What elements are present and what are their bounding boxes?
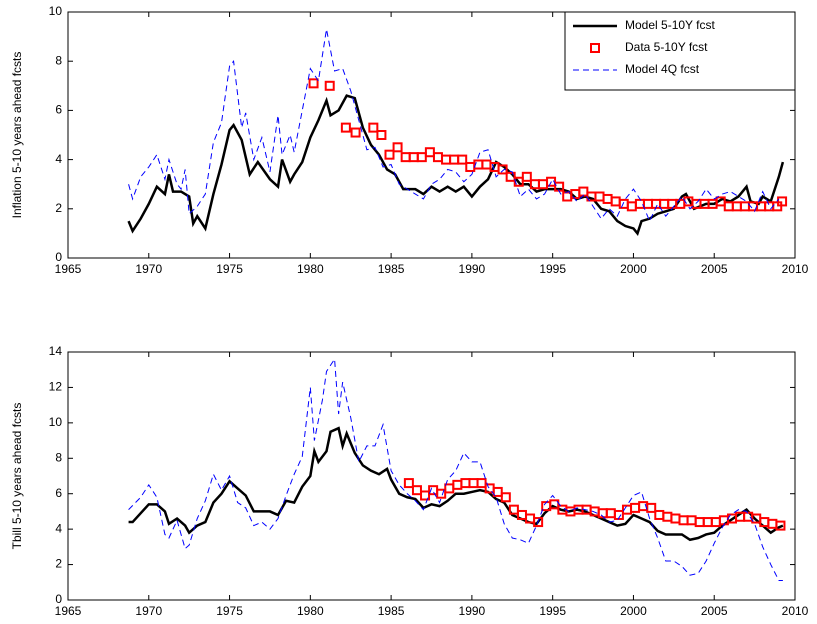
x-tick-label: 1970 — [135, 604, 162, 618]
x-tick-label: 2000 — [620, 262, 647, 276]
data-marker — [308, 78, 319, 89]
data-marker — [376, 130, 387, 140]
data-marker — [476, 478, 487, 489]
data-marker — [777, 196, 788, 207]
x-tick-label: 1970 — [135, 262, 162, 276]
y-tick-label: 2 — [55, 557, 62, 571]
x-tick-label: 1995 — [539, 262, 566, 276]
x-tick-label: 1995 — [539, 604, 566, 618]
data-marker — [340, 122, 351, 133]
data-marker — [384, 149, 395, 160]
data-marker — [497, 164, 508, 175]
y-tick-label: 8 — [55, 450, 62, 464]
legend-label: Data 5-10Y fcst — [625, 40, 708, 54]
x-tick-label: 1965 — [55, 262, 82, 276]
x-tick-label: 2010 — [782, 262, 809, 276]
x-tick-label: 1990 — [459, 604, 486, 618]
data-marker — [420, 490, 431, 501]
data-marker — [775, 520, 786, 531]
y-tick-label: 8 — [55, 53, 62, 67]
data-marker — [508, 504, 519, 515]
x-tick-label: 1980 — [297, 262, 324, 276]
legend-marker — [590, 43, 600, 53]
plot-area — [68, 352, 795, 600]
y-tick-label: 4 — [55, 152, 62, 166]
legend-label: Model 5-10Y fcst — [625, 18, 715, 32]
axes-box — [67, 11, 796, 259]
x-tick-label: 1985 — [378, 604, 405, 618]
dashed-line — [128, 29, 780, 223]
x-tick-label: 1985 — [378, 262, 405, 276]
x-tick-label: 1975 — [216, 262, 243, 276]
data-marker — [500, 492, 511, 503]
y-tick-label: 10 — [49, 415, 63, 429]
data-marker — [549, 499, 560, 510]
data-marker — [368, 122, 379, 133]
x-tick-label: 1980 — [297, 604, 324, 618]
y-tick-label: 0 — [55, 250, 62, 264]
legend-label: Model 4Q fcst — [625, 62, 700, 76]
x-tick-label: 1975 — [216, 604, 243, 618]
axes-box — [67, 351, 796, 601]
data-marker — [457, 154, 468, 165]
y-tick-label: 0 — [55, 592, 62, 606]
data-marker — [521, 171, 532, 182]
y-tick-label: 6 — [55, 486, 62, 500]
x-tick-label: 2000 — [620, 604, 647, 618]
y-tick-label: 4 — [55, 521, 62, 535]
data-marker — [436, 488, 447, 499]
x-tick-label: 2010 — [782, 604, 809, 618]
y-axis-label: Inflation 5-10 years ahead fcsts — [10, 52, 24, 219]
data-marker — [392, 142, 403, 153]
data-marker — [646, 502, 657, 513]
x-tick-label: 2005 — [701, 262, 728, 276]
data-marker — [350, 127, 361, 138]
x-tick-label: 1965 — [55, 604, 82, 618]
y-tick-label: 14 — [49, 344, 63, 358]
y-tick-label: 6 — [55, 103, 62, 117]
y-axis-label: Tbill 5-10 years ahead fcsts — [10, 403, 24, 550]
data-marker — [492, 486, 503, 497]
x-tick-label: 1990 — [459, 262, 486, 276]
x-tick-label: 2005 — [701, 604, 728, 618]
data-marker — [533, 517, 544, 528]
y-tick-label: 12 — [49, 380, 63, 394]
data-marker — [403, 478, 414, 489]
data-marker — [613, 509, 624, 520]
data-marker — [411, 485, 422, 496]
dashed-line — [128, 357, 783, 582]
line — [127, 94, 785, 236]
y-tick-label: 2 — [55, 201, 62, 215]
y-tick-label: 10 — [49, 4, 63, 18]
data-marker — [324, 80, 335, 91]
